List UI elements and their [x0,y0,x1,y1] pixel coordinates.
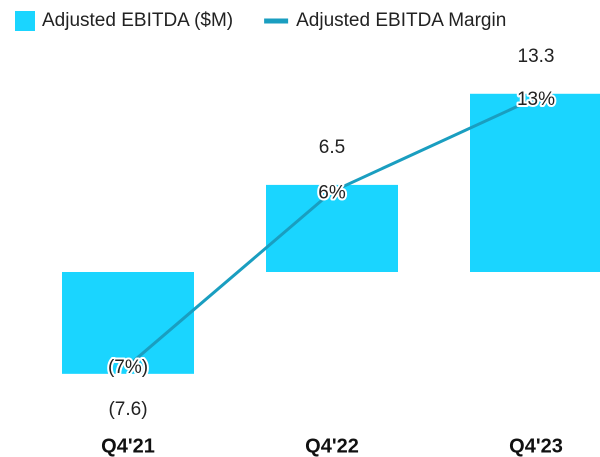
legend-swatch [15,11,35,31]
bar-value-label: (7.6) [108,399,147,420]
line-value-label: 13% [517,89,555,110]
bar [470,93,600,272]
bar [62,272,194,374]
bar-value-label: 13.3 [518,46,555,67]
x-tick-label: Q4'22 [305,435,359,457]
bar-value-label: 6.5 [319,137,345,158]
x-tick-label: Q4'21 [101,435,155,457]
x-tick-label: Q4'23 [509,435,563,457]
line-value-label: (7%) [108,357,148,378]
line-value-label: 6% [318,183,346,204]
legend-label: Adjusted EBITDA ($M) [42,10,233,31]
legend-label: Adjusted EBITDA Margin [296,10,506,31]
line [127,96,537,367]
